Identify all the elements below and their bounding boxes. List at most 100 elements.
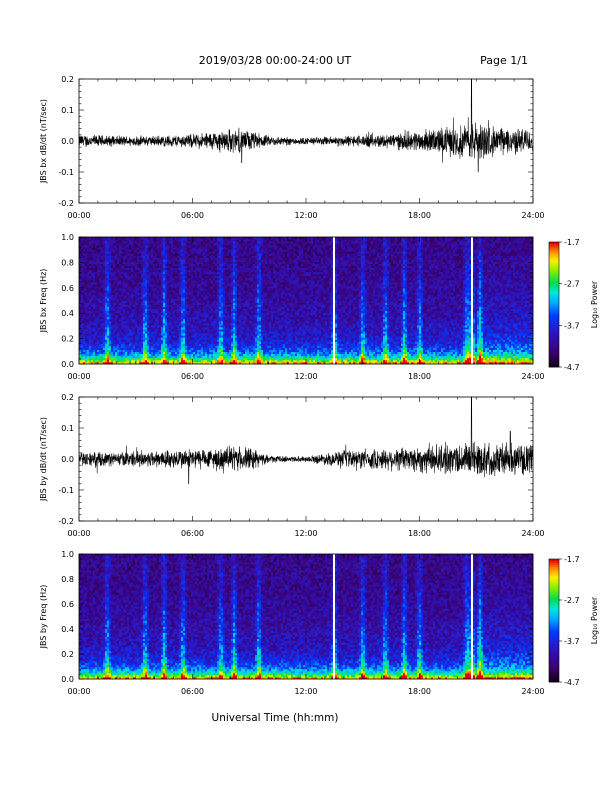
spectrogram-cell xyxy=(103,323,105,325)
spectrogram-cell xyxy=(223,262,225,264)
spectrogram-cell xyxy=(111,260,113,262)
spectrogram-cell xyxy=(121,307,123,309)
spectrogram-cell xyxy=(179,323,181,325)
spectrogram-cell xyxy=(149,264,151,266)
spectrogram-cell xyxy=(221,243,223,245)
spectrogram-cell xyxy=(175,313,177,315)
spectrogram-cell xyxy=(175,303,177,305)
spectrogram-cell xyxy=(197,331,199,333)
spectrogram-cell xyxy=(101,354,103,356)
spectrogram-cell xyxy=(97,266,99,268)
spectrogram-cell xyxy=(215,266,217,268)
spectrogram-cell xyxy=(97,317,99,319)
spectrogram-cell xyxy=(107,292,109,294)
spectrogram-cell xyxy=(141,346,143,348)
spectrogram-cell xyxy=(111,286,113,288)
spectrogram-cell xyxy=(135,288,137,290)
spectrogram-cell xyxy=(209,243,211,245)
spectrogram-cell xyxy=(207,360,209,362)
spectrogram-cell xyxy=(227,341,229,343)
spectrogram-cell xyxy=(121,333,123,335)
spectrogram-cell xyxy=(117,262,119,264)
spectrogram-cell xyxy=(97,247,99,249)
spectrogram-cell xyxy=(183,274,185,276)
spectrogram-cell xyxy=(173,270,175,272)
spectrogram-cell xyxy=(105,243,107,245)
spectrogram-cell xyxy=(169,305,171,307)
spectrogram-cell xyxy=(113,303,115,305)
spectrogram-cell xyxy=(217,309,219,311)
spectrogram-cell xyxy=(159,352,161,354)
spectrogram-cell xyxy=(189,329,191,331)
spectrogram-cell xyxy=(141,298,143,300)
spectrogram-cell xyxy=(107,290,109,292)
spectrogram-cell xyxy=(231,288,233,290)
spectrogram-cell xyxy=(189,356,191,358)
spectrogram-cell xyxy=(127,321,129,323)
spectrogram-cell xyxy=(177,245,179,247)
spectrogram-cell xyxy=(117,329,119,331)
spectrogram-cell xyxy=(155,341,157,343)
spectrogram-cell xyxy=(129,323,131,325)
spectrogram-cell xyxy=(153,288,155,290)
spectrogram-cell xyxy=(89,335,91,337)
spectrogram-cell xyxy=(109,333,111,335)
x-tick-label: 18:00 xyxy=(408,211,431,220)
spectrogram-cell xyxy=(151,323,153,325)
spectrogram-cell xyxy=(169,274,171,276)
spectrogram-cell xyxy=(147,309,149,311)
spectrogram-cell xyxy=(83,276,85,278)
spectrogram-cell xyxy=(91,329,93,331)
spectrogram-cell xyxy=(185,329,187,331)
spectrogram-cell xyxy=(171,352,173,354)
spectrogram-cell xyxy=(111,257,113,259)
spectrogram-cell xyxy=(191,260,193,262)
spectrogram-cell xyxy=(147,253,149,255)
spectrogram-cell xyxy=(209,245,211,247)
spectrogram-cell xyxy=(93,341,95,343)
spectrogram-cell xyxy=(119,354,121,356)
spectrogram-cell xyxy=(97,339,99,341)
spectrogram-cell xyxy=(197,253,199,255)
spectrogram-cell xyxy=(177,249,179,251)
spectrogram-cell xyxy=(179,335,181,337)
spectrogram-cell xyxy=(153,339,155,341)
spectrogram-cell xyxy=(151,354,153,356)
spectrogram-cell xyxy=(89,255,91,257)
spectrogram-cell xyxy=(167,307,169,309)
spectrogram-cell xyxy=(217,337,219,339)
spectrogram-cell xyxy=(191,255,193,257)
spectrogram-cell xyxy=(123,251,125,253)
spectrogram-cell xyxy=(153,247,155,249)
spectrogram-cell xyxy=(167,298,169,300)
spectrogram-cell xyxy=(201,348,203,350)
spectrogram-cell xyxy=(229,284,231,286)
spectrogram-cell xyxy=(97,331,99,333)
spectrogram-cell xyxy=(165,344,167,346)
spectrogram-cell xyxy=(139,249,141,251)
spectrogram-cell xyxy=(173,309,175,311)
spectrogram-cell xyxy=(143,270,145,272)
spectrogram-cell xyxy=(135,346,137,348)
spectrogram-cell xyxy=(127,311,129,313)
spectrogram-cell xyxy=(189,264,191,266)
spectrogram-cell xyxy=(173,313,175,315)
spectrogram-cell xyxy=(151,329,153,331)
spectrogram-cell xyxy=(99,284,101,286)
spectrogram-cell xyxy=(199,360,201,362)
spectrogram-cell xyxy=(125,358,127,360)
x-tick-label: 00:00 xyxy=(67,211,90,220)
spectrogram-cell xyxy=(199,268,201,270)
spectrogram-cell xyxy=(199,239,201,241)
spectrogram-cell xyxy=(207,251,209,253)
spectrogram-cell xyxy=(147,350,149,352)
spectrogram-cell xyxy=(159,301,161,303)
spectrogram-cell xyxy=(133,294,135,296)
spectrogram-cell xyxy=(161,352,163,354)
spectrogram-cell xyxy=(215,313,217,315)
spectrogram-cell xyxy=(211,282,213,284)
spectrogram-cell xyxy=(95,276,97,278)
spectrogram-cell xyxy=(211,243,213,245)
spectrogram-cell xyxy=(99,346,101,348)
spectrogram-cell xyxy=(103,352,105,354)
